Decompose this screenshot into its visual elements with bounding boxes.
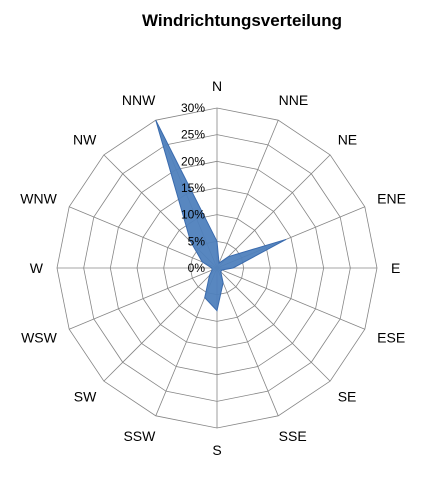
chart-title: Windrichtungsverteilung bbox=[142, 11, 342, 30]
category-label-n: N bbox=[212, 78, 222, 94]
category-label-sw: SW bbox=[74, 389, 97, 405]
tick-label: 10% bbox=[181, 208, 205, 222]
spoke-sw bbox=[103, 267, 218, 382]
tick-label: 0% bbox=[188, 261, 206, 275]
category-label-se: SE bbox=[338, 389, 357, 405]
category-label-ssw: SSW bbox=[123, 428, 156, 444]
tick-label: 30% bbox=[181, 101, 205, 115]
category-label-nnw: NNW bbox=[122, 92, 156, 108]
spoke-ne bbox=[216, 154, 331, 269]
spoke-nne bbox=[216, 120, 279, 269]
tick-label: 5% bbox=[188, 234, 206, 248]
tick-label: 20% bbox=[181, 154, 205, 168]
spoke-se bbox=[216, 267, 331, 382]
category-label-ne: NE bbox=[338, 131, 357, 147]
series-layer bbox=[155, 119, 287, 312]
category-label-wnw: WNW bbox=[20, 190, 57, 206]
category-label-wsw: WSW bbox=[21, 330, 58, 346]
category-label-ene: ENE bbox=[377, 190, 406, 206]
category-labels: N NNE NE ENE E ESE SE SSE S SSW SW WSW W WNW NW NNW bbox=[20, 78, 406, 458]
category-label-sse: SSE bbox=[279, 428, 307, 444]
category-label-nne: NNE bbox=[279, 92, 309, 108]
tick-labels: 0% 5% 10% 15% 20% 25% 30% bbox=[181, 101, 205, 275]
category-label-w: W bbox=[30, 260, 44, 276]
category-label-nw: NW bbox=[73, 131, 97, 147]
spoke-wnw bbox=[69, 206, 218, 269]
category-label-ese: ESE bbox=[377, 330, 405, 346]
spoke-wsw bbox=[69, 267, 218, 330]
spoke-sse bbox=[216, 267, 279, 416]
tick-label: 15% bbox=[181, 181, 205, 195]
spoke-ese bbox=[216, 267, 365, 330]
category-label-s: S bbox=[212, 442, 221, 458]
category-label-e: E bbox=[391, 260, 400, 276]
tick-label: 25% bbox=[181, 128, 205, 142]
